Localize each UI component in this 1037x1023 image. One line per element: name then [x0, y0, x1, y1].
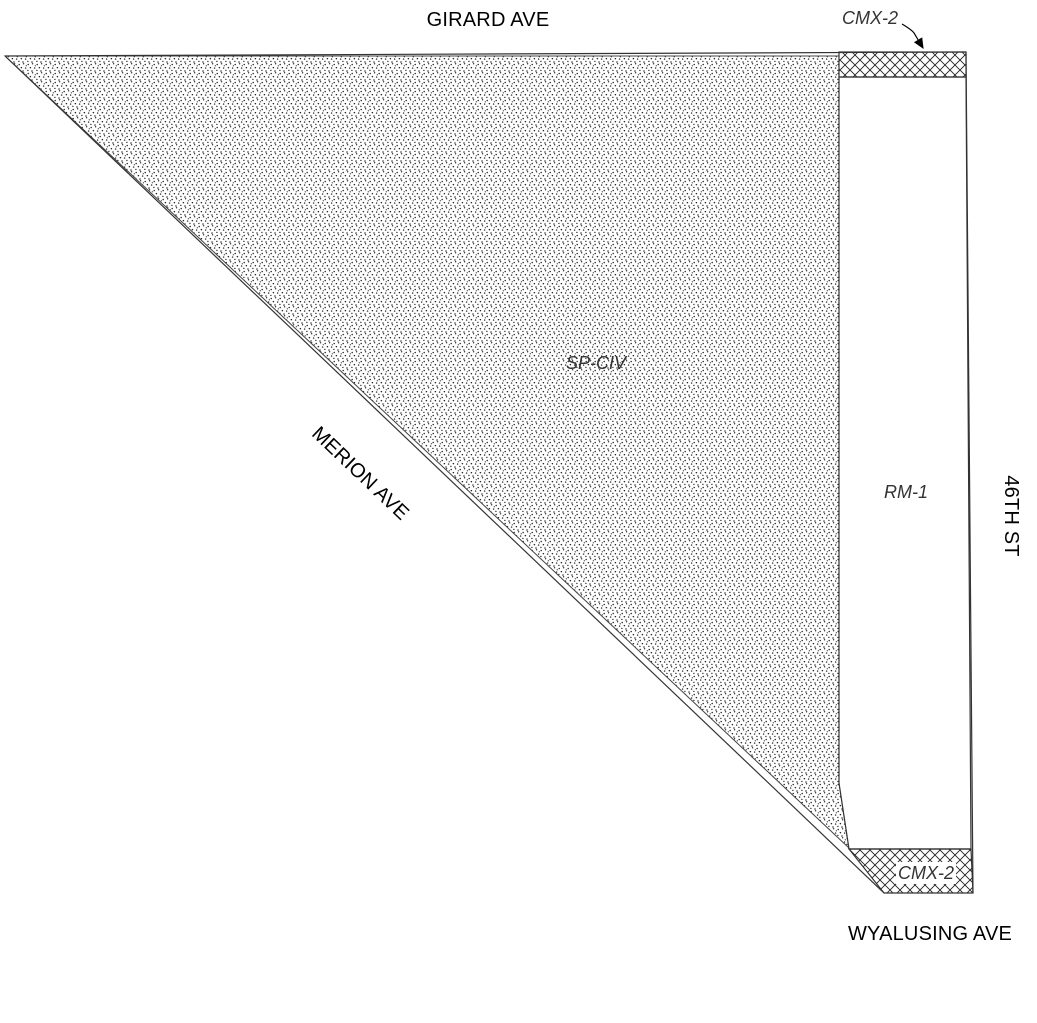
merion-ave-edge — [4, 55, 885, 894]
46th-st-edge — [965, 51, 974, 894]
zone-sp-civ-area — [3, 55, 850, 850]
street-label-46th-st: 46TH ST — [1000, 475, 1022, 556]
zone-label-cmx-2-south: CMX-2 — [898, 863, 954, 883]
zone-label-cmx-2-north: CMX-2 — [842, 8, 898, 28]
zone-rm-1-area — [838, 76, 972, 850]
street-label-wyalusing-ave: WYALUSING AVE — [848, 923, 1012, 945]
cmx-2-leader-arrow — [901, 23, 924, 50]
girard-ave-edge — [4, 51, 967, 57]
street-label-merion-ave: MERION AVE — [307, 423, 413, 525]
zone-label-cmx-2-south-bg — [896, 862, 956, 884]
zone-cmx-2-north-area — [838, 51, 967, 78]
zone-label-sp-civ: SP-CIV — [566, 353, 628, 373]
street-label-girard-ave: GIRARD AVE — [427, 9, 550, 31]
zone-label-rm-1: RM-1 — [884, 482, 928, 502]
